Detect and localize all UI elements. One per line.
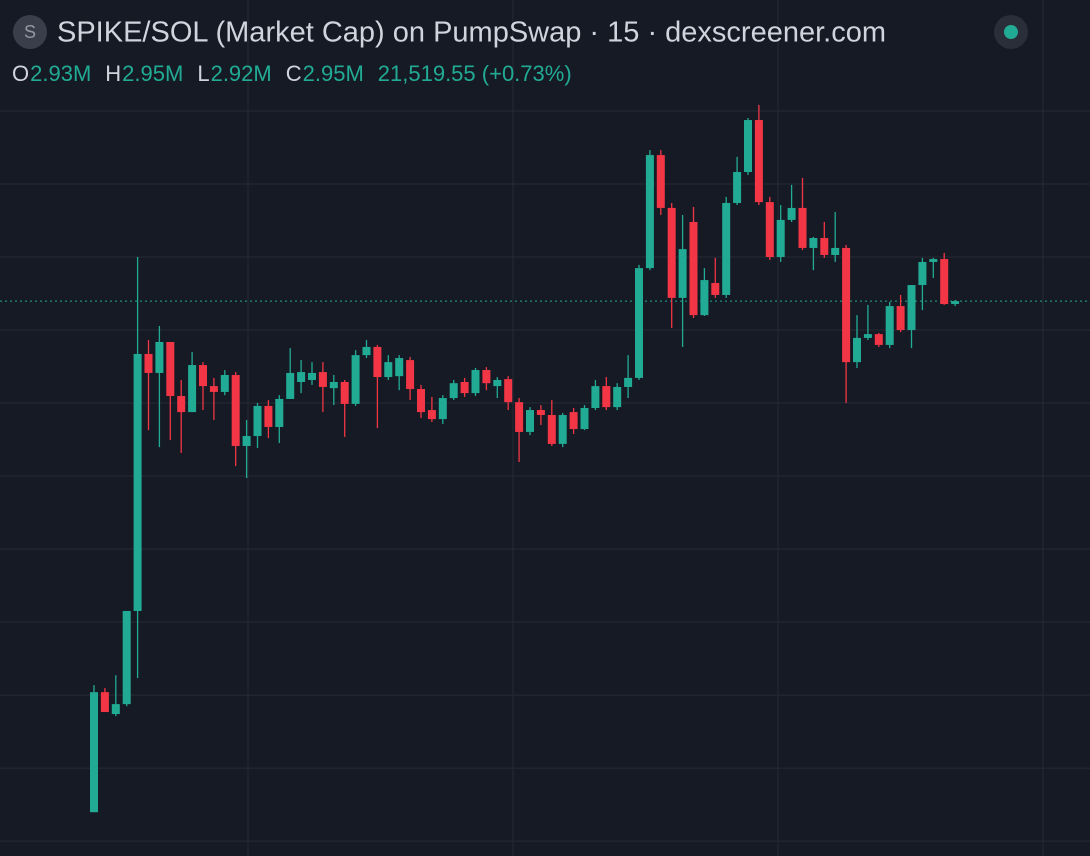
candle-body <box>787 207 796 220</box>
candle-body <box>177 396 186 413</box>
candle-body <box>580 407 589 430</box>
candle-body <box>853 337 861 363</box>
ohlc-legend: O2.93M H2.95M L2.92M C2.95M 21,519.55 (+0.73… <box>12 61 572 86</box>
candle-body <box>896 306 905 331</box>
candle-body <box>351 355 360 404</box>
candle-body <box>591 386 600 408</box>
candle-body <box>449 383 458 399</box>
candle-body <box>874 334 883 345</box>
candle-body <box>951 301 960 305</box>
candle-body <box>308 372 316 380</box>
candle-body <box>471 370 480 394</box>
change-value: 21,519.55 (+0.73%) <box>378 61 572 86</box>
candle-body <box>493 379 502 387</box>
candle-body <box>656 155 665 208</box>
candle-body <box>253 405 262 437</box>
o-value: 2.93M <box>30 61 91 86</box>
symbol-letter: S <box>24 22 36 42</box>
l-label: L <box>197 61 209 86</box>
candle-body <box>286 372 295 399</box>
candle-body <box>940 259 949 305</box>
candle-body <box>667 207 676 298</box>
h-value: 2.95M <box>122 61 183 86</box>
candle-body <box>722 202 731 295</box>
status-dot <box>1004 25 1018 39</box>
candle-body <box>504 379 513 403</box>
candle-body <box>602 386 611 408</box>
candle-body <box>275 398 284 427</box>
candle-body <box>340 382 349 404</box>
candle-body <box>547 415 556 444</box>
candle-body <box>297 372 306 383</box>
candle-body <box>417 389 425 413</box>
candle-body <box>482 370 491 384</box>
candle-body <box>133 353 142 611</box>
candle-body <box>199 365 207 387</box>
candle-body <box>427 410 436 420</box>
candle-body <box>122 610 131 705</box>
candle-body <box>318 372 327 387</box>
candle-body <box>918 261 927 286</box>
candle-body <box>744 120 752 173</box>
candle-body <box>373 346 382 378</box>
o-label: O <box>12 61 29 86</box>
candle-body <box>863 334 872 338</box>
candle-body <box>624 377 633 387</box>
candle-body <box>842 247 851 363</box>
candle-body <box>188 365 197 413</box>
candle-body <box>90 692 98 813</box>
candle-body <box>395 358 404 377</box>
candle-body <box>329 382 338 389</box>
candle-body <box>536 410 545 416</box>
candle-body <box>384 362 393 378</box>
candle-body <box>111 704 120 715</box>
candle-body <box>776 219 785 258</box>
candle-body <box>809 238 818 248</box>
candle-body <box>907 285 916 331</box>
candle-body <box>166 341 175 397</box>
candle-body <box>700 280 709 316</box>
candle-body <box>144 353 153 373</box>
candle-body <box>460 382 469 394</box>
candle-body <box>885 306 894 345</box>
candle-body <box>689 221 698 316</box>
symbol-icon <box>13 15 47 49</box>
candle-body <box>526 410 534 432</box>
h-label: H <box>105 61 121 86</box>
candle-body <box>438 398 447 420</box>
candle-body <box>831 247 840 255</box>
candle-body <box>209 386 218 392</box>
chart-title: SPIKE/SOL (Market Cap) on PumpSwap · 15 … <box>57 17 886 49</box>
c-value: 2.95M <box>303 61 364 86</box>
candle-body <box>242 436 251 446</box>
candle-body <box>155 341 164 373</box>
candle-body <box>515 402 524 432</box>
candle-body <box>929 259 938 262</box>
candle-body <box>220 374 229 392</box>
candle-body <box>100 692 109 713</box>
candle-body <box>264 405 273 427</box>
candles <box>0 104 1090 813</box>
candle-body <box>711 282 720 295</box>
l-value: 2.92M <box>211 61 272 86</box>
candle-body <box>820 238 829 255</box>
candle-body <box>635 268 643 378</box>
candle-body <box>645 155 654 269</box>
candle-body <box>613 386 622 408</box>
candle-body <box>798 207 807 248</box>
candle-body <box>231 374 240 446</box>
candle-body <box>406 360 415 390</box>
candle-body <box>765 202 774 258</box>
c-label: C <box>286 61 302 86</box>
candle-body <box>558 415 567 444</box>
candle-body <box>362 346 371 356</box>
candle-body <box>569 412 578 430</box>
candle-body <box>678 249 687 298</box>
candle-body <box>754 120 763 203</box>
candle-body <box>733 172 742 203</box>
